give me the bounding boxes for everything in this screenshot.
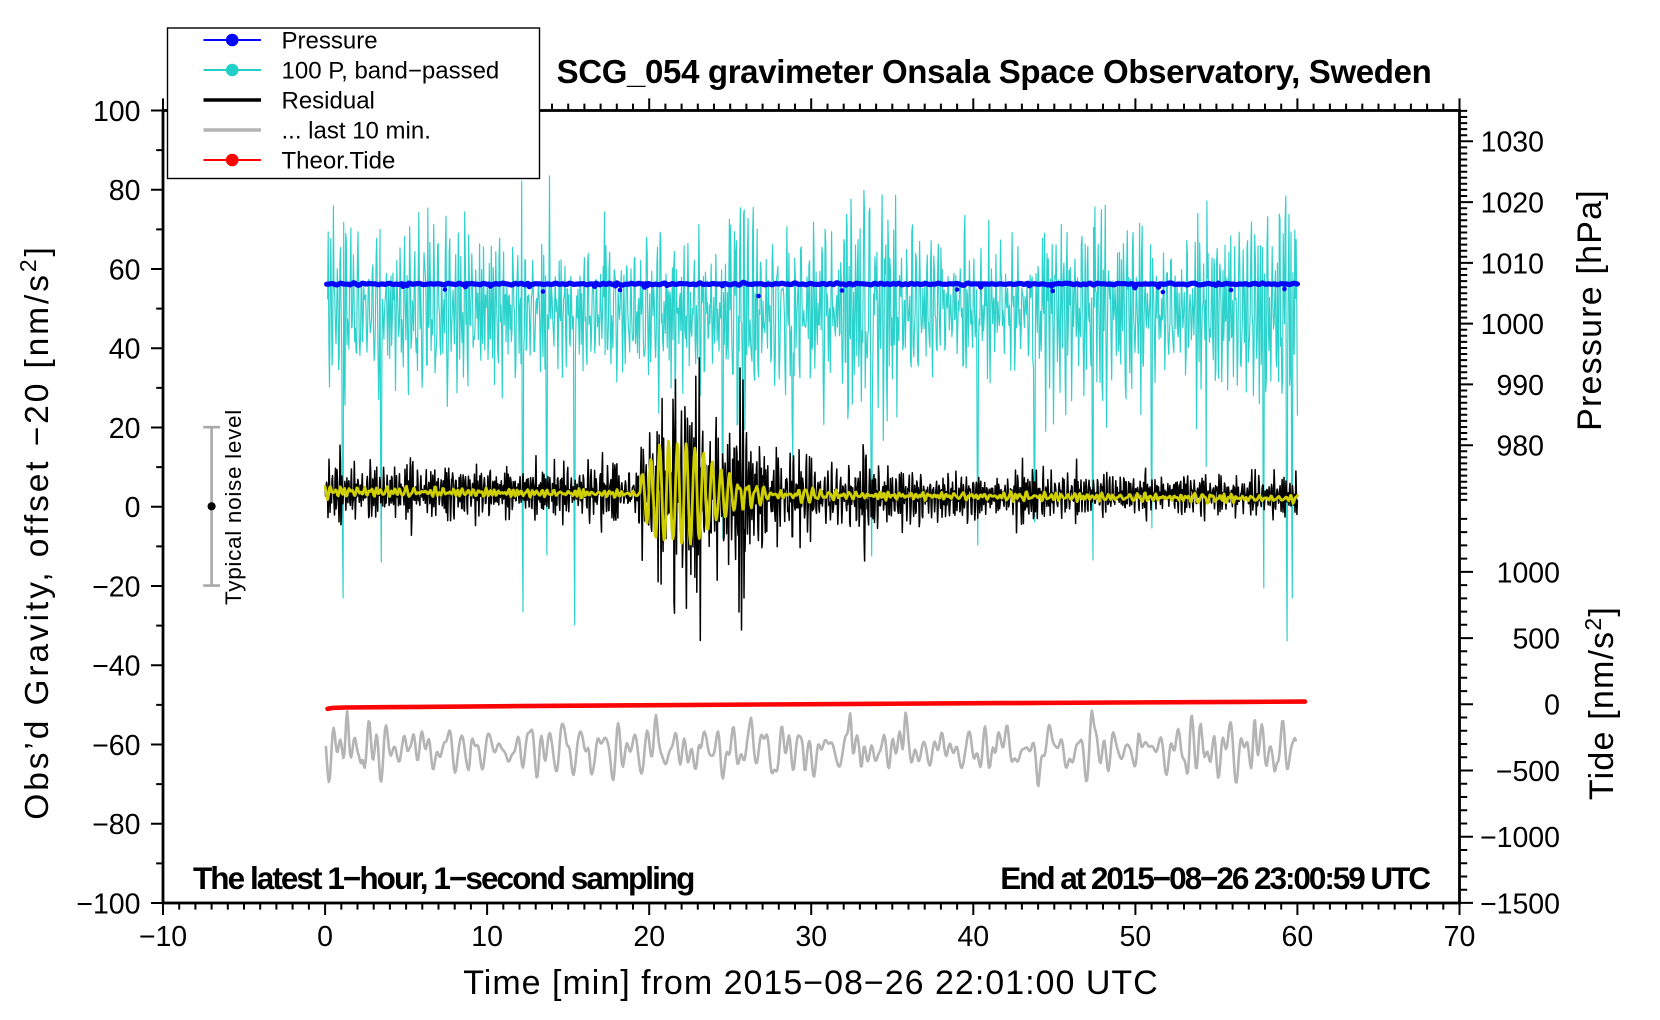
svg-text:−60: −60 — [92, 730, 140, 762]
svg-text:0: 0 — [125, 492, 141, 524]
svg-text:70: 70 — [1444, 921, 1476, 953]
svg-text:−40: −40 — [92, 651, 140, 683]
svg-text:The latest 1−hour, 1−second sa: The latest 1−hour, 1−second sampling — [193, 860, 694, 896]
svg-text:100: 100 — [93, 96, 141, 128]
svg-text:End at 2015−08−26 23:00:59 UTC: End at 2015−08−26 23:00:59 UTC — [1000, 860, 1430, 896]
svg-text:500: 500 — [1512, 624, 1560, 656]
svg-text:Obs’d Gravity, offset −20 [nm/: Obs’d Gravity, offset −20 [nm/s2] — [15, 244, 56, 820]
svg-text:−100: −100 — [76, 888, 140, 920]
svg-text:−20: −20 — [92, 571, 140, 603]
svg-text:50: 50 — [1120, 921, 1152, 953]
svg-text:30: 30 — [795, 921, 827, 953]
svg-text:Residual: Residual — [282, 87, 375, 114]
svg-text:1000: 1000 — [1497, 557, 1560, 589]
svg-text:−1500: −1500 — [1480, 888, 1560, 920]
svg-text:Tide [nm/s2]: Tide [nm/s2] — [1580, 606, 1621, 800]
svg-text:Pressure [hPa]: Pressure [hPa] — [1571, 189, 1609, 431]
svg-text:... last 10 min.: ... last 10 min. — [282, 117, 431, 144]
svg-text:−1000: −1000 — [1480, 822, 1560, 854]
svg-text:990: 990 — [1496, 370, 1544, 402]
svg-text:100 P, band−passed: 100 P, band−passed — [282, 57, 500, 84]
svg-text:10: 10 — [471, 921, 503, 953]
svg-text:SCG_054 gravimeter Onsala Spac: SCG_054 gravimeter Onsala Space Observat… — [557, 53, 1432, 90]
svg-text:1030: 1030 — [1481, 127, 1544, 159]
svg-text:1010: 1010 — [1481, 248, 1544, 280]
svg-text:−10: −10 — [139, 921, 187, 953]
svg-text:80: 80 — [109, 175, 141, 207]
svg-text:60: 60 — [1282, 921, 1314, 953]
svg-text:1000: 1000 — [1481, 309, 1544, 341]
svg-text:Time [min] from 2015−08−26 22:: Time [min] from 2015−08−26 22:01:00 UTC — [463, 964, 1158, 1002]
svg-text:−80: −80 — [92, 809, 140, 841]
svg-text:−500: −500 — [1496, 756, 1560, 788]
svg-text:Typical noise level: Typical noise level — [221, 409, 246, 605]
svg-text:20: 20 — [109, 413, 141, 445]
svg-text:20: 20 — [633, 921, 665, 953]
svg-text:1020: 1020 — [1481, 188, 1544, 220]
svg-text:60: 60 — [109, 254, 141, 286]
svg-text:40: 40 — [957, 921, 989, 953]
svg-text:0: 0 — [1544, 690, 1560, 722]
svg-text:40: 40 — [109, 334, 141, 366]
svg-text:0: 0 — [317, 921, 333, 953]
svg-text:Theor.Tide: Theor.Tide — [282, 147, 396, 174]
svg-text:Pressure: Pressure — [282, 27, 378, 54]
svg-text:980: 980 — [1496, 431, 1544, 463]
